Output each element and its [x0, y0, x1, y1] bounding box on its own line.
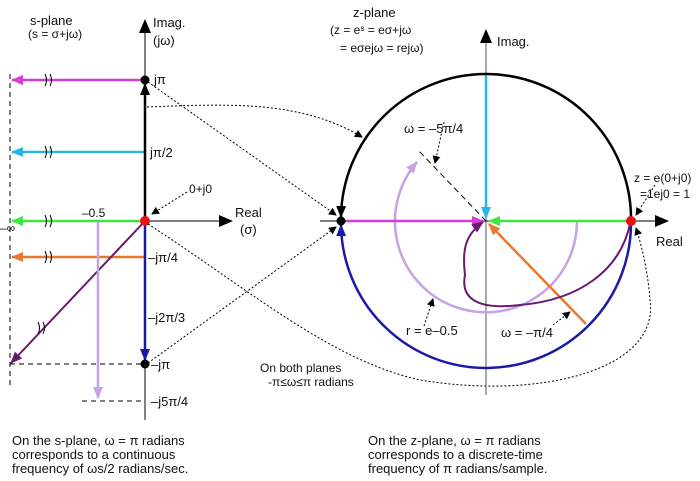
- s-plane: s-plane (s = σ+jω) Imag. (jω) Real (σ) 0…: [0, 13, 262, 420]
- tick-neg-j5pi-4: –j5π/4: [151, 394, 188, 409]
- z-neg1-point: [336, 216, 346, 226]
- black-upper-unit-semicircle: [336, 72, 633, 222]
- omega-neg5pi4-label: ω = –5π/4: [404, 121, 463, 136]
- purple-diagonal-arrow: [10, 220, 146, 364]
- z-unit-point: [626, 216, 636, 226]
- middle-note-line1: On both planes: [260, 361, 341, 375]
- lavender-radius-circle-arc: [393, 161, 579, 314]
- neg-jpi-point: [140, 359, 150, 369]
- mapping-neg5pi4-arrow: [432, 121, 445, 164]
- s-plane-note: On the s-plane, ω = π radians corresponds…: [12, 434, 188, 476]
- radius-label: r = e–0.5: [406, 323, 458, 338]
- blue-lower-unit-semicircle: [336, 220, 633, 370]
- mapping-jpi-arrow: [147, 81, 337, 216]
- sigma-label: –0.5: [82, 206, 106, 220]
- s-origin-point: [140, 216, 150, 226]
- break-mark-orange: [44, 250, 52, 264]
- z-note-line2: corresponds to a discrete-time: [368, 447, 543, 462]
- unit-point-label-2: =1ej0 = 1: [640, 187, 690, 201]
- break-mark-cyan: [44, 145, 52, 159]
- s-imag-unit: (jω): [153, 33, 175, 48]
- mapping-arrows: [146, 81, 656, 387]
- tick-jpi-2: jπ/2: [149, 145, 173, 160]
- s-imag-label: Imag.: [153, 15, 186, 30]
- s-note-line1: On the s-plane, ω = π radians: [12, 433, 185, 448]
- z-real-label: Real: [656, 234, 683, 249]
- orange-z-arrow: [488, 223, 587, 325]
- neg-infinity-label: –∞: [0, 221, 15, 235]
- omega-negpi4-label: ω = –π/4: [501, 325, 553, 340]
- s-real-label: Real: [235, 205, 262, 220]
- mapping-origin-label-arrow: [151, 191, 188, 215]
- s-plane-subtitle: (s = σ+jω): [28, 27, 82, 41]
- jpi-point: [140, 75, 150, 85]
- mapping-upper-arc-arrow: [146, 104, 363, 138]
- z-plane: z-plane (z = eˢ = eσ+jω = eσejω = rejω) …: [320, 5, 691, 395]
- mapping-radius-arrow: [423, 298, 435, 327]
- s-plane-title: s-plane: [30, 13, 73, 28]
- origin-label: 0+j0: [189, 182, 212, 196]
- unit-point-label-1: z = e(0+j0): [634, 171, 691, 185]
- tick-neg-j2pi-3: –j2π/3: [148, 310, 185, 325]
- s-real-unit: (σ): [240, 222, 257, 237]
- s-note-line2: corresponds to a continuous: [12, 447, 176, 462]
- neg5pi4-dashed-line: [417, 149, 487, 222]
- middle-note-line2: -π≤ω≤π radians: [268, 375, 354, 389]
- mapping-negpi4-arrow: [552, 311, 571, 326]
- z-imag-label: Imag.: [497, 34, 530, 49]
- z-note-line3: frequency of π radians/sample.: [368, 461, 548, 476]
- z-plane-eq-line2: = eσejω = rejω): [340, 41, 424, 55]
- break-mark-green: [44, 214, 52, 228]
- s-note-line3: frequency of ωs/2 radians/sec.: [12, 461, 189, 476]
- tick-neg-jpi: –jπ: [151, 357, 170, 372]
- break-mark-magenta: [44, 73, 52, 87]
- z-plane-note: On the z-plane, ω = π radians corresponds…: [368, 434, 548, 476]
- tick-jpi: jπ: [153, 72, 166, 87]
- z-note-line1: On the z-plane, ω = π radians: [368, 433, 541, 448]
- purple-spiral-arrow: [463, 221, 631, 308]
- tick-neg-jpi-4: –jπ/4: [148, 250, 178, 265]
- break-marks: [37, 73, 52, 335]
- mapping-unit-point-arrow: [635, 184, 656, 216]
- mapping-neg-jpi-arrow: [147, 226, 337, 364]
- break-mark-purple: [37, 321, 45, 335]
- z-plane-title: z-plane: [353, 5, 396, 20]
- z-plane-eq-line1: (z = eˢ = eσ+jω: [330, 23, 411, 37]
